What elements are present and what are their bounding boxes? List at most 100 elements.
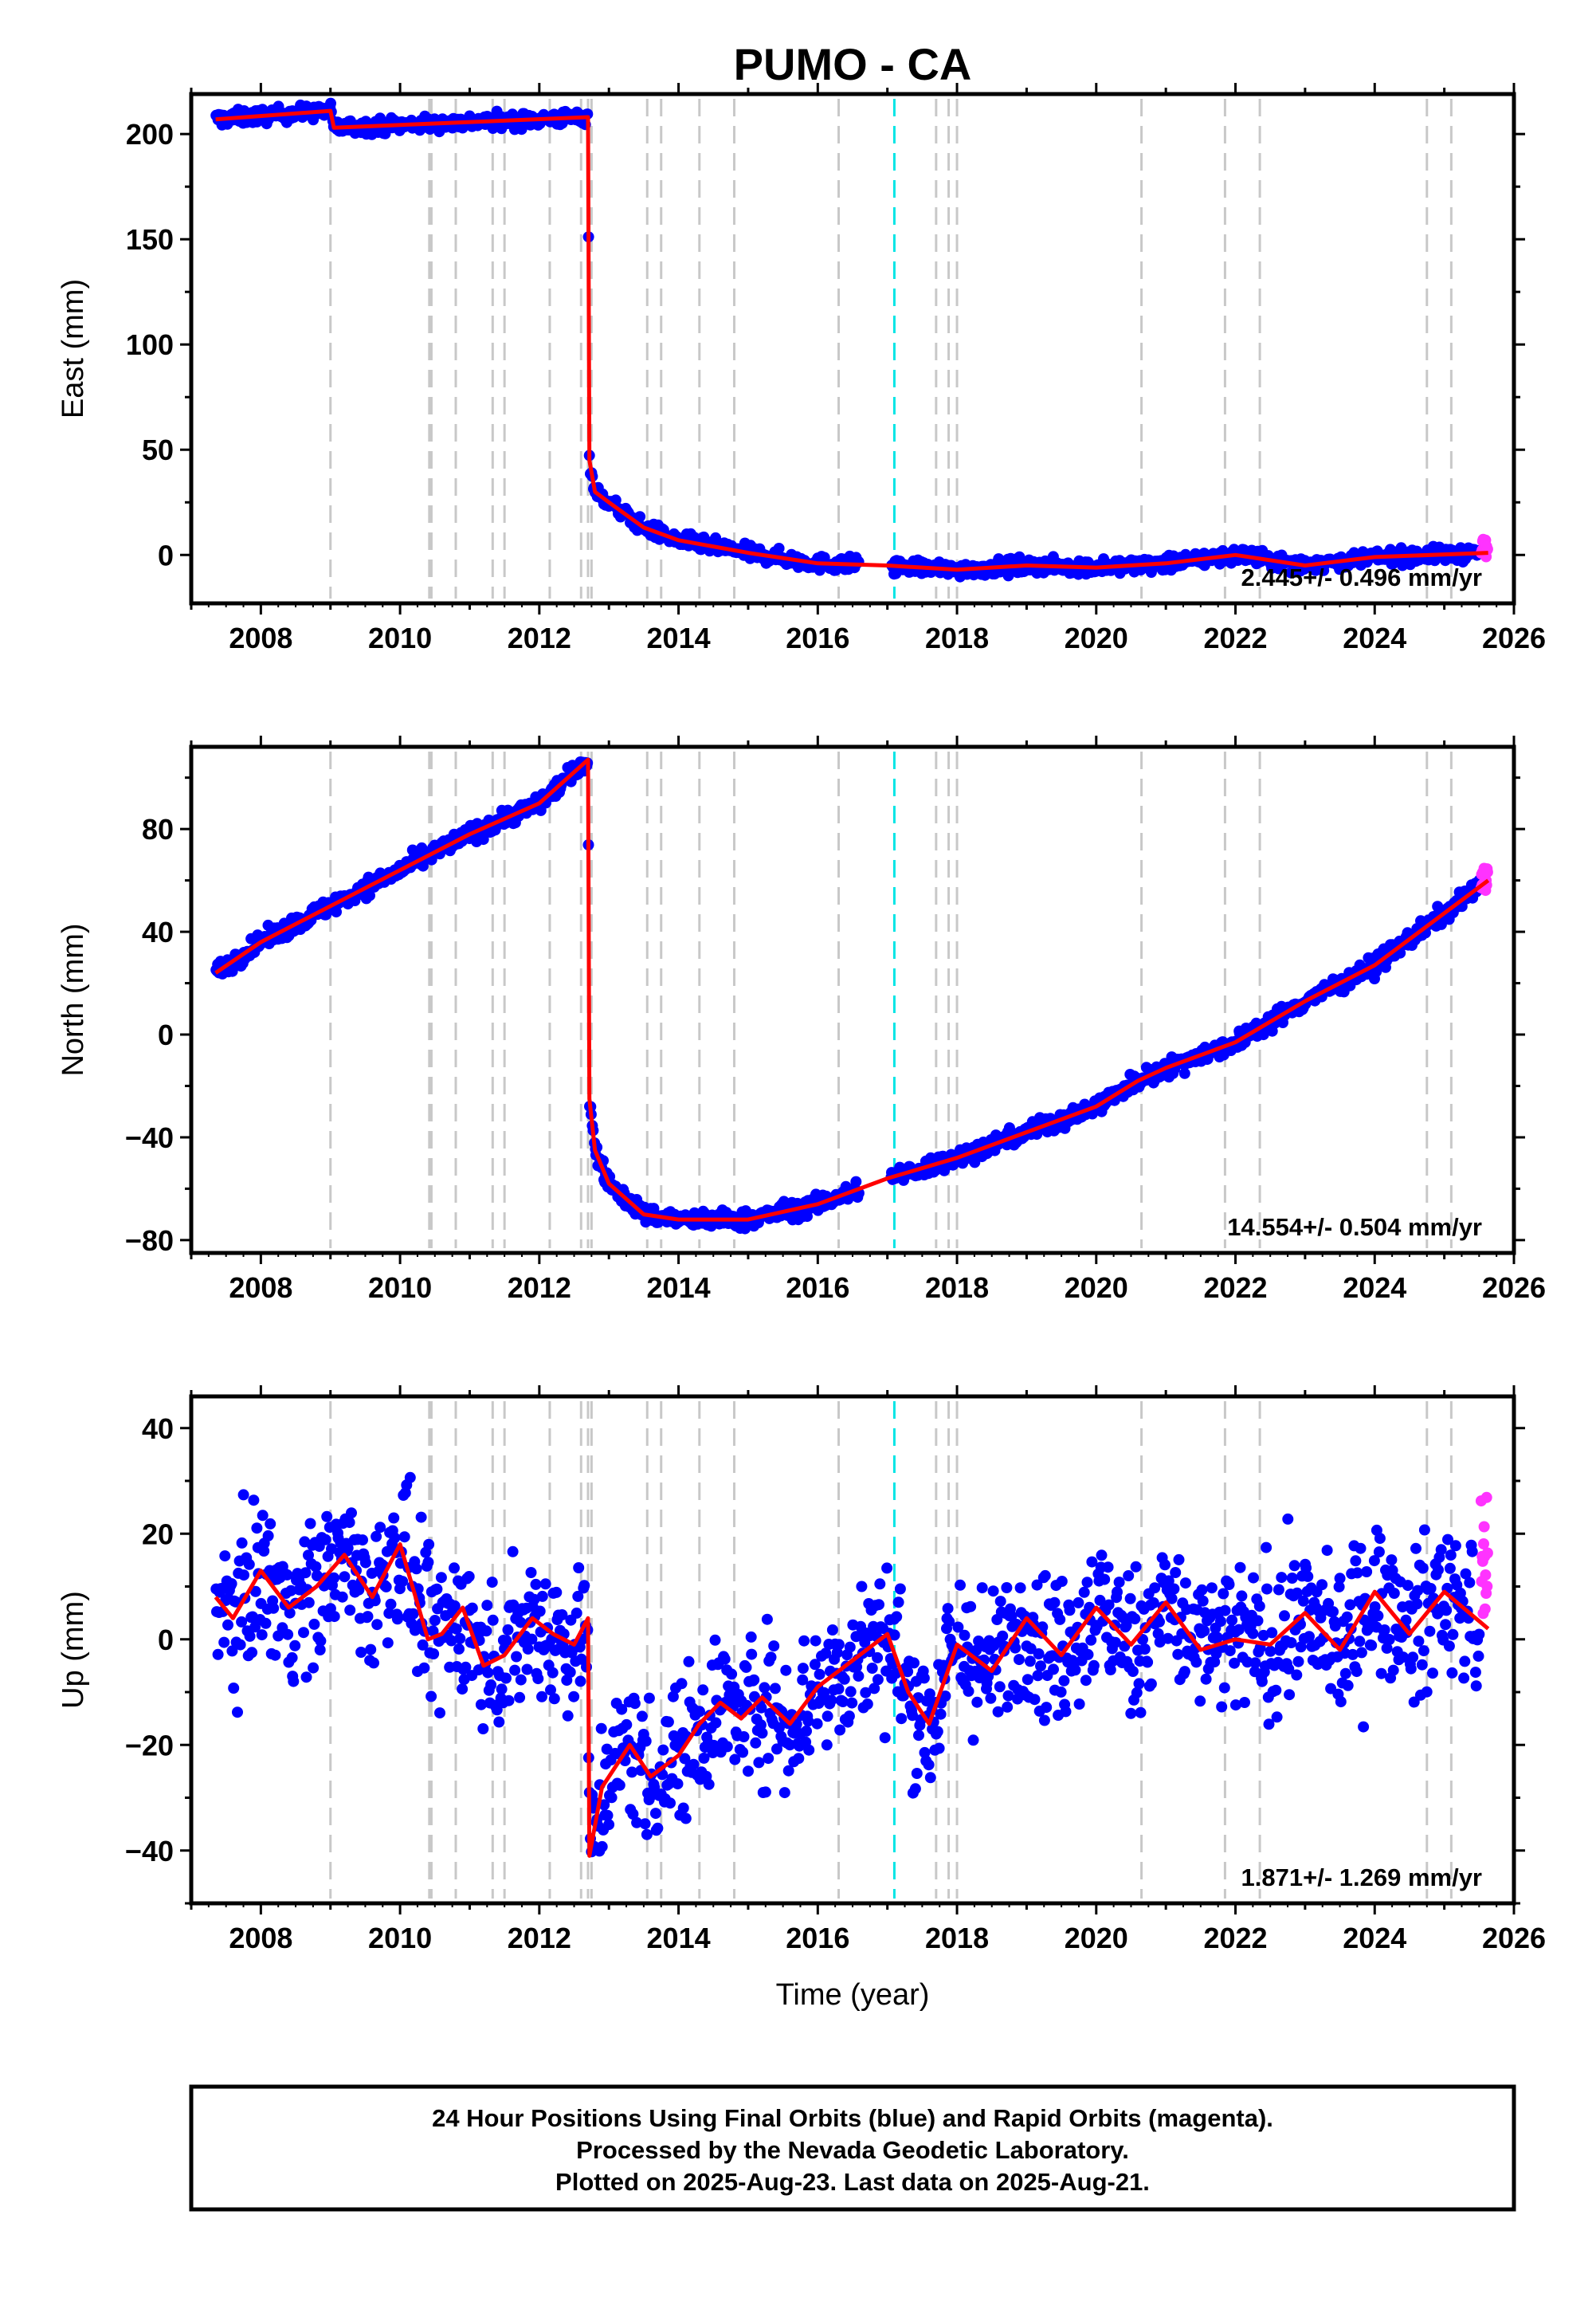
final-orbit-point	[640, 1735, 652, 1747]
final-orbit-point	[1147, 1597, 1159, 1608]
final-orbit-point	[1350, 1555, 1362, 1567]
model-line	[214, 757, 1490, 1222]
final-orbit-point	[1038, 1714, 1050, 1726]
final-orbit-point	[748, 1674, 760, 1686]
final-orbit-point	[308, 1618, 320, 1630]
final-orbit-point	[763, 1753, 774, 1765]
x-tick-label: 2010	[368, 1271, 432, 1304]
north-panel: 2008 2010 2012 2014 2016 2018 2020 2022 2024 2026…	[57, 736, 1546, 1304]
final-orbit-point	[298, 1627, 309, 1639]
final-orbit-point	[454, 1632, 466, 1644]
final-orbit-point	[450, 1623, 462, 1635]
final-orbit-point	[1460, 1568, 1472, 1580]
final-orbit-point	[1249, 1657, 1261, 1669]
final-orbit-point	[1154, 1616, 1165, 1628]
final-orbit-point	[532, 1673, 544, 1685]
final-orbit-point	[536, 1590, 548, 1602]
final-orbit-point	[368, 1657, 379, 1669]
final-orbit-point	[1214, 1616, 1226, 1628]
data-layer	[210, 756, 1493, 1235]
final-orbit-point	[596, 1840, 608, 1852]
final-orbit-point	[797, 1663, 809, 1675]
final-orbit-point	[959, 1629, 971, 1641]
final-orbit-point	[923, 1759, 935, 1771]
final-orbit-point	[782, 1765, 794, 1777]
final-orbit-point	[521, 1663, 533, 1675]
final-orbit-point	[1400, 1614, 1412, 1626]
final-orbit-point	[1304, 1631, 1315, 1643]
final-orbit-point	[765, 1651, 777, 1663]
final-orbit-point	[1316, 1579, 1328, 1591]
y-axis-label: Up (mm)	[57, 1591, 90, 1709]
final-orbit-point	[994, 1681, 1006, 1693]
final-orbit-point	[1002, 1701, 1014, 1713]
final-orbit-point	[265, 1518, 276, 1530]
final-orbit-point	[362, 1611, 374, 1623]
final-orbit-point	[1424, 1625, 1436, 1637]
final-orbit-point	[410, 1563, 422, 1575]
final-orbit-point	[1239, 1697, 1250, 1708]
final-orbit-point	[641, 1828, 653, 1840]
final-orbit-point	[719, 1653, 731, 1665]
final-orbit-point	[676, 1678, 688, 1690]
final-orbit-point	[391, 1613, 403, 1625]
final-orbit-point	[1054, 1613, 1066, 1625]
final-orbit-point	[1056, 1576, 1068, 1587]
final-orbit-point	[321, 1510, 333, 1522]
final-orbit-point	[1029, 1694, 1041, 1706]
final-orbit-point	[212, 1648, 224, 1660]
final-orbit-point	[244, 1630, 256, 1642]
final-orbit-point	[1418, 1524, 1430, 1536]
final-orbit-point	[1060, 1706, 1072, 1718]
final-orbit-point	[1131, 1687, 1143, 1698]
rapid-orbit-point	[1480, 1569, 1492, 1581]
final-orbit-point	[909, 1783, 921, 1795]
final-orbit-point	[281, 1569, 293, 1581]
final-orbit-point	[755, 1719, 767, 1731]
final-orbit-point	[268, 1602, 280, 1614]
final-orbit-point	[963, 1685, 974, 1697]
final-orbit-point	[234, 1639, 246, 1651]
final-orbit-point	[639, 1818, 651, 1830]
final-orbit-point	[1421, 1686, 1433, 1698]
x-tick-label: 2022	[1203, 1271, 1267, 1304]
final-orbit-point	[773, 1722, 785, 1734]
final-orbit-point	[798, 1635, 810, 1647]
final-orbit-point	[1194, 1695, 1206, 1707]
rapid-orbit-point	[1478, 1538, 1489, 1549]
final-orbit-point	[226, 1645, 238, 1657]
final-orbit-point	[457, 1683, 469, 1695]
final-orbit-point	[449, 1600, 461, 1612]
final-orbit-point	[1104, 1664, 1116, 1675]
final-orbit-point	[328, 1611, 340, 1623]
final-orbit-point	[1297, 1595, 1309, 1607]
final-orbit-point	[219, 1550, 231, 1562]
final-orbit-point	[1010, 1642, 1022, 1654]
final-orbit-point	[415, 1511, 427, 1523]
final-orbit-point	[236, 1537, 248, 1549]
final-orbit-point	[913, 1730, 924, 1742]
final-orbit-point	[665, 1797, 676, 1809]
final-orbit-point	[485, 1679, 497, 1691]
final-orbit-point	[434, 1707, 445, 1719]
final-orbit-point	[826, 1624, 838, 1636]
final-orbit-point	[1216, 1701, 1228, 1713]
final-orbit-point	[1219, 1604, 1231, 1616]
final-orbit-point	[1112, 1586, 1123, 1598]
final-orbit-point	[850, 1176, 862, 1188]
final-orbit-point	[616, 1703, 628, 1715]
final-orbit-point	[466, 1602, 478, 1614]
x-axis-label: Time (year)	[776, 1978, 930, 2012]
y-tick-label: 40	[142, 916, 174, 948]
final-orbit-point	[572, 1590, 584, 1602]
final-orbit-point	[1282, 1513, 1294, 1525]
final-orbit-point	[493, 1716, 505, 1728]
final-orbit-point	[1333, 1581, 1345, 1592]
final-orbit-point	[761, 1613, 773, 1625]
final-orbit-point	[1398, 1651, 1409, 1663]
x-tick-label: 2024	[1343, 622, 1406, 654]
x-tick-label: 2010	[368, 622, 432, 654]
final-orbit-point	[418, 1662, 430, 1674]
final-orbit-point	[756, 1727, 768, 1739]
final-orbit-point	[388, 1512, 400, 1524]
